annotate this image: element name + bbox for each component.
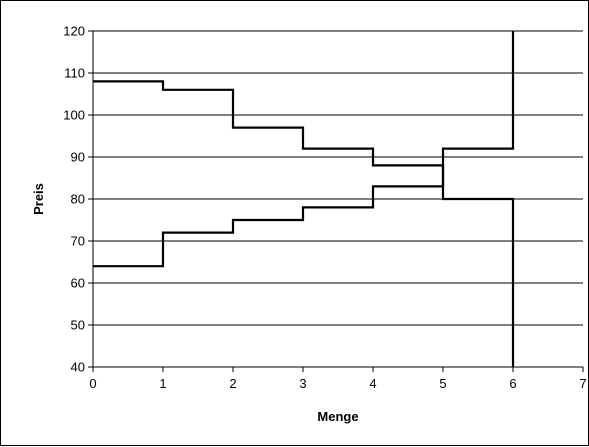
gridlines — [93, 30, 583, 326]
y-tick-label: 100 — [63, 108, 85, 123]
tick-labels: 40 50 60 70 80 90 100 110 120 0 1 2 3 4 5 6 7 — [63, 24, 586, 392]
x-tick-label: 3 — [299, 376, 306, 391]
y-tick-label: 60 — [71, 276, 85, 291]
x-tick-label: 5 — [439, 376, 446, 391]
x-tick-label: 6 — [509, 376, 516, 391]
y-tick-label: 120 — [63, 24, 85, 39]
y-tick-label: 50 — [71, 318, 85, 333]
x-tick-label: 2 — [229, 376, 236, 391]
series-line-1 — [93, 80, 515, 367]
y-tick-label: 80 — [71, 192, 85, 207]
x-tick-label: 4 — [369, 376, 376, 391]
x-tick-label: 0 — [89, 376, 96, 391]
y-tick-label: 70 — [71, 234, 85, 249]
x-axis-title: Menge — [317, 409, 358, 424]
y-tick-label: 110 — [64, 66, 85, 81]
y-tick-label: 90 — [71, 150, 85, 165]
series-lines — [93, 31, 515, 367]
y-tick-label: 40 — [71, 360, 85, 375]
series-line-2 — [93, 31, 515, 268]
y-axis-title: Preis — [31, 183, 46, 215]
x-tick-label: 1 — [159, 376, 166, 391]
x-tick-label: 7 — [579, 376, 586, 391]
axes — [88, 30, 584, 372]
